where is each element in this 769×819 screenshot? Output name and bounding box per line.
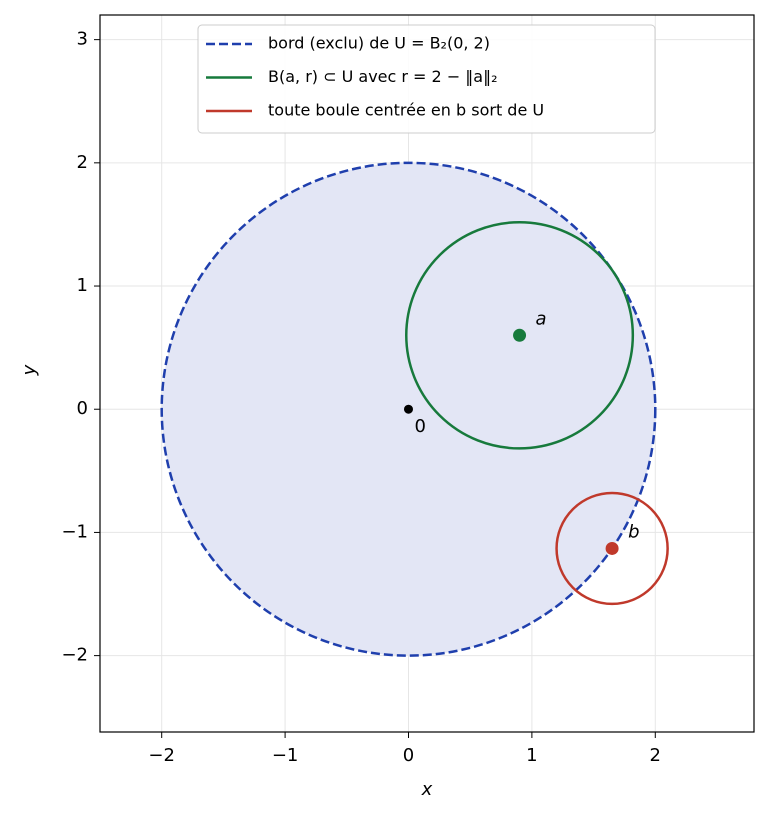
point-label: b <box>628 521 639 542</box>
x-tick-label: −1 <box>272 745 299 766</box>
point <box>605 541 619 555</box>
legend-label: toute boule centrée en b sort de U <box>268 101 544 120</box>
x-tick-label: −2 <box>148 745 175 766</box>
y-tick-label: −2 <box>61 645 88 666</box>
y-tick-label: 3 <box>77 29 88 50</box>
legend-label: bord (exclu) de U = B₂(0, 2) <box>268 34 490 53</box>
y-tick-label: −1 <box>61 521 88 542</box>
point-label: 0 <box>414 416 425 437</box>
point-label: a <box>536 308 547 329</box>
y-axis-label: y <box>19 364 40 376</box>
x-tick-label: 2 <box>650 745 661 766</box>
y-tick-label: 1 <box>77 275 88 296</box>
y-tick-label: 2 <box>77 152 88 173</box>
y-tick-label: 0 <box>77 398 88 419</box>
point <box>403 404 413 414</box>
legend-label: B(a, r) ⊂ U avec r = 2 − ‖a‖₂ <box>268 67 498 86</box>
legend-box <box>197 24 656 134</box>
x-tick-label: 0 <box>403 745 414 766</box>
point <box>513 328 527 342</box>
x-axis-label: x <box>421 779 433 800</box>
circle <box>405 220 635 450</box>
plot-frame <box>99 14 755 733</box>
circle <box>555 491 669 606</box>
x-tick-label: 1 <box>526 745 537 766</box>
